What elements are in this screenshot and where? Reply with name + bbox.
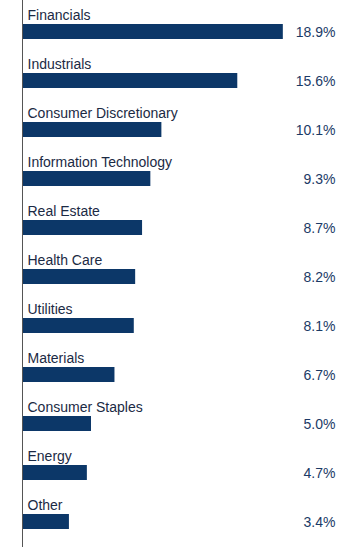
svg-text:3.4%: 3.4% xyxy=(304,514,336,530)
svg-text:Health Care: Health Care xyxy=(28,252,103,268)
svg-text:Consumer Staples: Consumer Staples xyxy=(28,399,143,415)
svg-text:Materials: Materials xyxy=(28,350,85,366)
svg-text:5.0%: 5.0% xyxy=(304,416,336,432)
svg-text:Information Technology: Information Technology xyxy=(28,154,173,170)
svg-text:Utilities: Utilities xyxy=(28,301,73,317)
svg-text:8.7%: 8.7% xyxy=(304,220,336,236)
svg-text:8.2%: 8.2% xyxy=(304,269,336,285)
svg-text:Financials: Financials xyxy=(28,7,91,23)
svg-text:Industrials: Industrials xyxy=(28,56,92,72)
svg-text:Real Estate: Real Estate xyxy=(28,203,101,219)
svg-text:4.7%: 4.7% xyxy=(304,465,336,481)
svg-text:Energy: Energy xyxy=(28,448,72,464)
svg-text:9.3%: 9.3% xyxy=(304,171,336,187)
svg-text:Consumer Discretionary: Consumer Discretionary xyxy=(28,105,178,121)
svg-text:15.6%: 15.6% xyxy=(296,73,336,89)
svg-text:Other: Other xyxy=(28,497,63,513)
svg-text:18.9%: 18.9% xyxy=(296,24,336,40)
svg-text:8.1%: 8.1% xyxy=(304,318,336,334)
svg-text:6.7%: 6.7% xyxy=(304,367,336,383)
svg-text:10.1%: 10.1% xyxy=(296,122,336,138)
